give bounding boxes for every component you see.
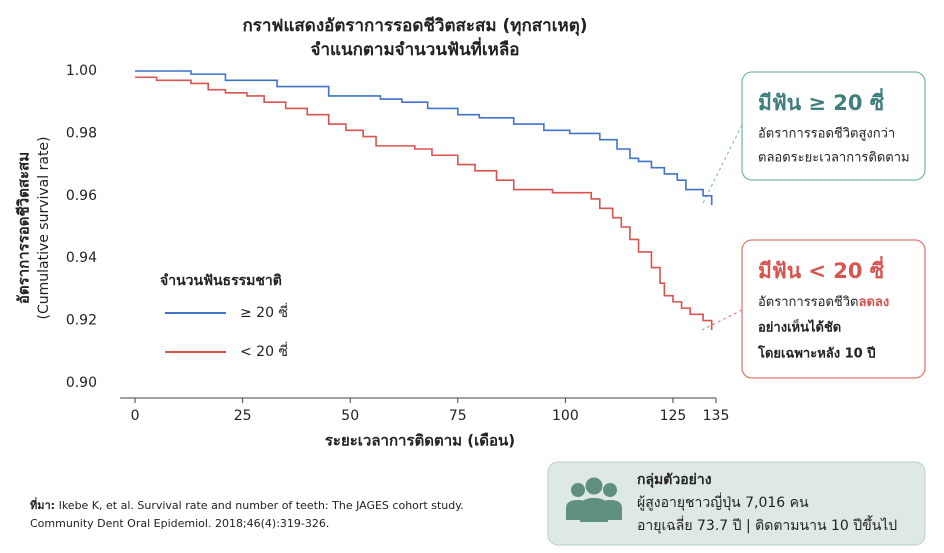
sample-title: กลุ่มตัวอย่าง xyxy=(637,472,712,488)
annotation-box xyxy=(741,239,926,379)
x-tick-label: 25 xyxy=(234,408,252,424)
connector xyxy=(701,309,743,331)
annotation-text: อัตราการรอดชีวิตลดลง xyxy=(758,294,889,310)
x-tick-label: 50 xyxy=(341,408,359,424)
y-axis-label-line: (Cumulative survival rate) xyxy=(36,136,52,319)
y-tick-label: 0.96 xyxy=(66,188,97,204)
y-tick-label: 1.00 xyxy=(66,63,97,79)
annotation-title: มีฟัน ≥ 20 ซี่ xyxy=(758,87,884,115)
source-text: Ikebe K, et al. Survival rate and number… xyxy=(55,499,464,512)
x-tick-label: 100 xyxy=(552,408,579,424)
annotation-title: มีฟัน < 20 ซี่ xyxy=(758,255,884,283)
y-tick-label: 0.98 xyxy=(66,125,97,141)
survival-line xyxy=(135,76,713,330)
y-axis-label: อัตราการรอดชีวิตสะสม (Cumulative surviva… xyxy=(15,136,53,319)
legend-title: จำนวนฟันธรรมชาติ xyxy=(160,273,282,289)
connector xyxy=(701,124,743,206)
sample-text: ผู้สูงอายุชาวญี่ปุ่น 7,016 คน xyxy=(637,493,809,511)
x-tick-label: 0 xyxy=(131,408,140,424)
y-tick-label: 0.92 xyxy=(66,313,97,329)
source-text: Community Dent Oral Epidemiol. 2018;46(4… xyxy=(30,517,329,530)
chart-title: จำแนกตามจำนวนฟันที่เหลือ xyxy=(311,37,520,60)
x-tick-label: 135 xyxy=(703,408,730,424)
x-tick-label: 75 xyxy=(449,408,467,424)
x-tick-label: 125 xyxy=(660,408,687,424)
legend-label: < 20 ซี่ xyxy=(240,342,288,360)
y-tick-label: 0.90 xyxy=(66,375,97,391)
annotation-text: ตลอดระยะเวลาการติดตาม xyxy=(758,151,910,166)
source: ที่มา: Ikebe K, et al. Survival rate and… xyxy=(30,497,464,512)
annotation-text: โดยเฉพาะหลัง 10 ปี xyxy=(757,345,875,362)
y-tick-label: 0.94 xyxy=(66,250,97,266)
annotation-highlight: ลดลง xyxy=(858,295,889,310)
sample-text: อายุเฉลี่ย 73.7 ปี | ติดตามนาน 10 ปีขึ้น… xyxy=(637,515,897,534)
annotation-text: อย่างเห็นได้ชัด xyxy=(758,318,841,336)
annotation-text-part: อัตราการรอดชีวิต xyxy=(758,294,858,310)
survival-line xyxy=(135,70,713,206)
legend-label: ≥ 20 ซี่ xyxy=(240,303,288,321)
chart-title: กราฟแสดงอัตราการรอดชีวิตสะสม (ทุกสาเหตุ) xyxy=(242,15,587,36)
sample-box xyxy=(547,461,926,546)
source-label: ที่มา: xyxy=(30,497,55,512)
y-axis-label-line: อัตราการรอดชีวิตสะสม xyxy=(15,152,33,304)
x-axis-label: ระยะเวลาการติดตาม (เดือน) xyxy=(325,432,515,450)
annotation-text: อัตราการรอดชีวิตสูงกว่า xyxy=(758,126,895,142)
people-icon xyxy=(566,477,622,522)
annotation-box xyxy=(741,71,926,181)
